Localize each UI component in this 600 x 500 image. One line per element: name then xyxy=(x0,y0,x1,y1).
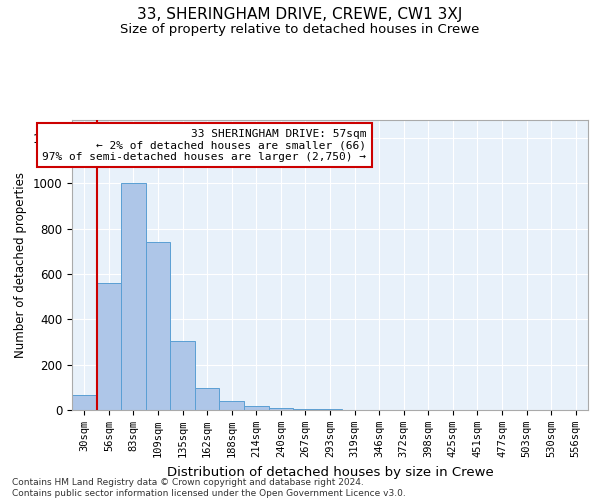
Text: 33, SHERINGHAM DRIVE, CREWE, CW1 3XJ: 33, SHERINGHAM DRIVE, CREWE, CW1 3XJ xyxy=(137,8,463,22)
Bar xyxy=(146,242,170,410)
Bar xyxy=(121,184,146,410)
Text: Contains HM Land Registry data © Crown copyright and database right 2024.
Contai: Contains HM Land Registry data © Crown c… xyxy=(12,478,406,498)
Bar xyxy=(97,283,121,410)
Bar xyxy=(170,341,195,410)
Y-axis label: Number of detached properties: Number of detached properties xyxy=(14,172,27,358)
Bar xyxy=(244,406,269,410)
X-axis label: Distribution of detached houses by size in Crewe: Distribution of detached houses by size … xyxy=(167,466,493,478)
Text: 33 SHERINGHAM DRIVE: 57sqm
← 2% of detached houses are smaller (66)
97% of semi-: 33 SHERINGHAM DRIVE: 57sqm ← 2% of detac… xyxy=(42,128,366,162)
Bar xyxy=(269,408,293,410)
Bar xyxy=(195,388,220,410)
Text: Size of property relative to detached houses in Crewe: Size of property relative to detached ho… xyxy=(121,22,479,36)
Bar xyxy=(220,401,244,410)
Bar xyxy=(72,395,97,410)
Bar xyxy=(293,409,318,410)
